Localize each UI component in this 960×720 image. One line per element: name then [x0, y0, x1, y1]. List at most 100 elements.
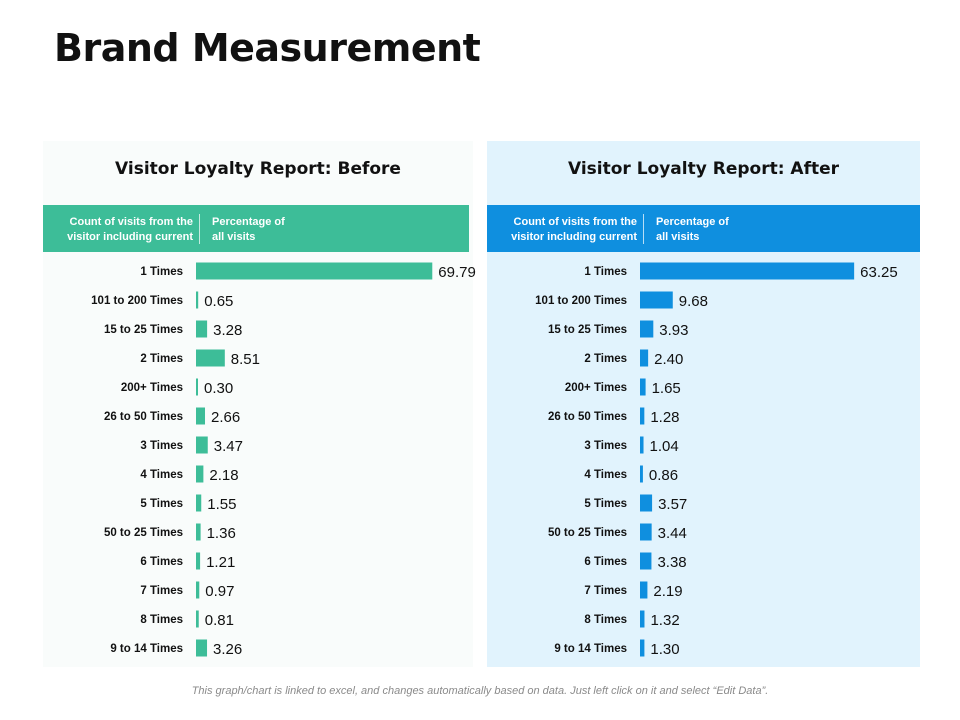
before-category-label: 2 Times	[140, 353, 183, 365]
after-category-label: 50 to 25 Times	[548, 527, 627, 539]
before-value-label: 8.51	[231, 351, 260, 368]
after-value-label: 3.57	[658, 496, 687, 513]
before-category-label: 200+ Times	[121, 382, 183, 394]
after-category-label: 200+ Times	[565, 382, 627, 394]
after-value-label: 0.86	[649, 467, 678, 484]
after-bar	[640, 291, 673, 309]
before-bar	[196, 349, 225, 367]
before-value-label: 1.36	[207, 525, 236, 542]
after-count-header-line2: visitor including current	[511, 231, 637, 243]
before-value-label: 0.81	[205, 612, 234, 629]
after-panel-title: Visitor Loyalty Report: After	[567, 159, 840, 179]
after-category-label: 1 Times	[584, 266, 627, 278]
before-header-divider	[199, 214, 200, 244]
before-value-label: 0.97	[205, 583, 234, 600]
after-value-label: 3.93	[659, 322, 688, 339]
after-bar	[640, 523, 652, 541]
before-value-label: 3.26	[213, 641, 242, 658]
before-value-label: 3.47	[214, 438, 243, 455]
after-bar	[640, 639, 645, 657]
after-value-label: 2.40	[654, 351, 683, 368]
after-bar	[640, 610, 645, 628]
after-bar	[640, 436, 644, 454]
after-bar	[640, 320, 654, 338]
after-value-label: 1.32	[650, 612, 679, 629]
after-category-label: 3 Times	[584, 440, 627, 452]
before-value-label: 0.65	[204, 293, 233, 310]
page-title: Brand Measurement	[54, 26, 481, 70]
after-category-label: 4 Times	[584, 469, 627, 481]
after-category-label: 6 Times	[584, 556, 627, 568]
after-value-label: 3.44	[658, 525, 687, 542]
after-bar	[640, 494, 653, 512]
before-bar	[196, 436, 208, 454]
after-bar-chart: 1 Times 63.25 101 to 200 Times 9.68 15 to 25…	[535, 262, 898, 658]
after-value-label: 1.65	[652, 380, 681, 397]
before-value-label: 2.66	[211, 409, 240, 426]
before-bar	[196, 320, 208, 338]
before-bar	[196, 262, 433, 280]
before-category-label: 6 Times	[140, 556, 183, 568]
after-category-label: 2 Times	[584, 353, 627, 365]
after-panel: Visitor Loyalty Report: After Count of v…	[487, 141, 920, 667]
before-panel: Visitor Loyalty Report: Before Count of …	[43, 141, 476, 667]
before-panel-title: Visitor Loyalty Report: Before	[115, 159, 401, 179]
before-category-label: 101 to 200 Times	[91, 295, 183, 307]
before-category-label: 7 Times	[140, 585, 183, 597]
after-category-label: 9 to 14 Times	[554, 643, 627, 655]
after-count-header-line1: Count of visits from the	[513, 216, 637, 228]
after-value-label: 2.19	[653, 583, 682, 600]
before-value-label: 1.55	[207, 496, 236, 513]
before-bar	[196, 291, 199, 309]
before-category-label: 4 Times	[140, 469, 183, 481]
before-bar	[196, 465, 204, 483]
after-table-header: Count of visits from the visitor includi…	[487, 205, 920, 252]
after-bar	[640, 552, 652, 570]
after-bar	[640, 349, 649, 367]
before-bar	[196, 523, 201, 541]
before-bar-chart: 1 Times 69.79 101 to 200 Times 0.65 15 to 25…	[91, 262, 476, 658]
after-count-header: Count of visits from the visitor includi…	[487, 215, 637, 245]
before-bar	[196, 552, 201, 570]
after-header-divider	[643, 214, 644, 244]
before-value-label: 2.18	[209, 467, 238, 484]
after-category-label: 7 Times	[584, 585, 627, 597]
before-bar	[196, 378, 198, 396]
before-category-label: 50 to 25 Times	[104, 527, 183, 539]
after-bar	[640, 378, 646, 396]
before-value-label: 69.79	[438, 264, 476, 281]
footer-note: This graph/chart is linked to excel, and…	[191, 685, 769, 697]
after-category-label: 5 Times	[584, 498, 627, 510]
before-bar	[196, 639, 208, 657]
after-value-label: 1.30	[650, 641, 679, 658]
after-value-label: 63.25	[860, 264, 898, 281]
before-percentage-header-line1: Percentage of	[212, 216, 285, 228]
before-category-label: 1 Times	[140, 266, 183, 278]
before-category-label: 3 Times	[140, 440, 183, 452]
before-count-header-line2: visitor including current	[67, 231, 193, 243]
after-category-label: 8 Times	[584, 614, 627, 626]
before-category-label: 15 to 25 Times	[104, 324, 183, 336]
before-bar	[196, 610, 199, 628]
after-bar	[640, 465, 643, 483]
before-percentage-header-line2: all visits	[212, 231, 256, 243]
before-value-label: 3.28	[213, 322, 242, 339]
after-bar	[640, 407, 645, 425]
before-category-label: 26 to 50 Times	[104, 411, 183, 423]
before-value-label: 0.30	[204, 380, 233, 397]
before-category-label: 9 to 14 Times	[110, 643, 183, 655]
after-value-label: 9.68	[679, 293, 708, 310]
before-percentage-header: Percentage of all visits	[212, 215, 285, 245]
before-count-header: Count of visits from the visitor includi…	[43, 215, 193, 245]
before-bar	[196, 407, 206, 425]
after-category-label: 101 to 200 Times	[535, 295, 627, 307]
before-category-label: 8 Times	[140, 614, 183, 626]
before-category-label: 5 Times	[140, 498, 183, 510]
after-bar	[640, 581, 648, 599]
after-value-label: 1.28	[650, 409, 679, 426]
before-value-label: 1.21	[206, 554, 235, 571]
after-percentage-header: Percentage of all visits	[656, 215, 729, 245]
before-table-header: Count of visits from the visitor includi…	[43, 205, 469, 252]
after-value-label: 3.38	[657, 554, 686, 571]
after-value-label: 1.04	[650, 438, 679, 455]
